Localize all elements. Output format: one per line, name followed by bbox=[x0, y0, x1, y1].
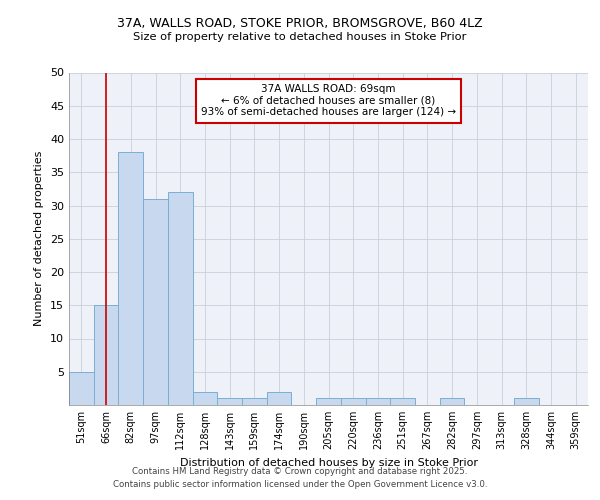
Bar bbox=[316, 398, 341, 405]
Bar bbox=[168, 192, 193, 405]
Bar bbox=[365, 398, 390, 405]
Bar bbox=[267, 392, 292, 405]
Bar bbox=[217, 398, 242, 405]
X-axis label: Distribution of detached houses by size in Stoke Prior: Distribution of detached houses by size … bbox=[179, 458, 478, 468]
Bar bbox=[242, 398, 267, 405]
Bar bbox=[69, 372, 94, 405]
Bar bbox=[118, 152, 143, 405]
Bar bbox=[193, 392, 217, 405]
Bar bbox=[143, 199, 168, 405]
Text: 37A, WALLS ROAD, STOKE PRIOR, BROMSGROVE, B60 4LZ: 37A, WALLS ROAD, STOKE PRIOR, BROMSGROVE… bbox=[117, 18, 483, 30]
Text: 37A WALLS ROAD: 69sqm
← 6% of detached houses are smaller (8)
93% of semi-detach: 37A WALLS ROAD: 69sqm ← 6% of detached h… bbox=[201, 84, 456, 117]
Text: Size of property relative to detached houses in Stoke Prior: Size of property relative to detached ho… bbox=[133, 32, 467, 42]
Bar bbox=[341, 398, 365, 405]
Bar bbox=[94, 305, 118, 405]
Text: Contains HM Land Registry data © Crown copyright and database right 2025.
Contai: Contains HM Land Registry data © Crown c… bbox=[113, 468, 487, 489]
Bar bbox=[440, 398, 464, 405]
Bar bbox=[514, 398, 539, 405]
Y-axis label: Number of detached properties: Number of detached properties bbox=[34, 151, 44, 326]
Bar bbox=[390, 398, 415, 405]
